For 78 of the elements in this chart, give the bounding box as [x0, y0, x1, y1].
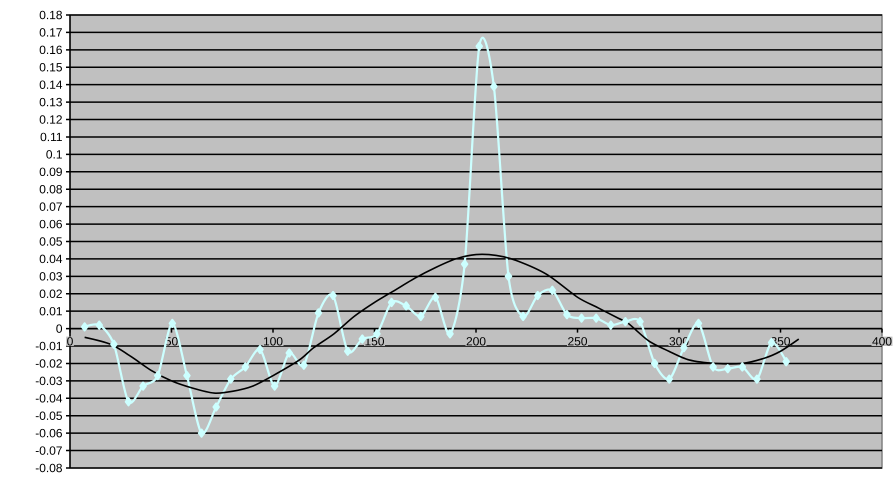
y-tick-label: 0.12	[40, 115, 62, 124]
x-tick-label: 200	[466, 337, 486, 346]
point	[154, 371, 162, 380]
x-tick-label: 400	[872, 337, 892, 346]
point	[694, 318, 702, 328]
y-tick-label: 0.05	[40, 237, 62, 246]
y-tick-label: 0.02	[40, 290, 62, 298]
point	[753, 374, 761, 384]
y-tick-label: -0.08	[36, 464, 62, 472]
point	[227, 374, 235, 384]
point	[212, 402, 220, 412]
point	[432, 292, 440, 302]
y-tick-label: 0.18	[40, 10, 62, 20]
point	[329, 290, 337, 300]
y-tick-label: 0.16	[40, 46, 62, 54]
point	[139, 381, 147, 391]
point	[490, 82, 498, 92]
point	[198, 428, 206, 438]
point	[636, 317, 644, 326]
y-tick-label: 0.11	[40, 132, 62, 142]
point	[650, 358, 658, 368]
point	[666, 374, 673, 384]
point	[314, 308, 322, 318]
x-tick-label: 0	[67, 337, 73, 346]
point	[124, 397, 132, 406]
y-tick-label: 0.08	[40, 184, 62, 194]
point	[738, 362, 746, 372]
y-tick-label: 0.1	[46, 150, 62, 159]
y-tick-label: 0.15	[40, 63, 62, 72]
point	[724, 364, 732, 374]
y-tick-label: 0.13	[40, 98, 62, 106]
y-tick-label: 0.17	[40, 28, 62, 37]
point	[286, 348, 293, 358]
point	[607, 320, 615, 330]
point	[519, 312, 527, 322]
point	[548, 286, 556, 295]
y-tick-label: 0.06	[40, 220, 62, 228]
point	[592, 314, 600, 323]
point	[504, 272, 512, 281]
point	[358, 334, 366, 344]
y-tick-label: 0.01	[40, 306, 62, 316]
y-tick-label: 0.09	[40, 168, 62, 176]
point	[563, 310, 571, 320]
point	[242, 362, 250, 372]
y-tick-label: -0.05	[36, 411, 62, 420]
point	[402, 301, 410, 311]
y-tick-label: 0.14	[40, 80, 62, 89]
point	[110, 340, 118, 349]
point	[183, 371, 191, 380]
point	[344, 346, 352, 356]
y-tick-label: 0	[56, 324, 62, 333]
y-tick-label: 0.07	[40, 202, 62, 211]
x-tick-label: 100	[264, 337, 283, 346]
point	[96, 320, 103, 330]
point	[80, 322, 88, 332]
point	[578, 314, 586, 323]
point	[168, 318, 176, 328]
point	[446, 329, 454, 338]
point	[270, 381, 278, 391]
y-tick-label: -0.02	[36, 359, 62, 368]
point	[782, 357, 790, 366]
y-tick-label: -0.04	[36, 394, 62, 403]
y-tick-label: 0.03	[40, 272, 62, 281]
point	[460, 260, 468, 269]
y-tick-label: -0.07	[36, 446, 62, 455]
y-tick-label: -0.01	[36, 342, 62, 350]
y-tick-label: 0.04	[40, 254, 62, 264]
point	[534, 290, 542, 300]
point	[417, 312, 425, 322]
point	[300, 360, 308, 370]
point	[709, 362, 717, 372]
x-tick-label: 250	[568, 337, 588, 346]
point	[476, 42, 483, 51]
y-tick-label: -0.03	[36, 376, 62, 386]
y-tick-label: -0.06	[36, 428, 62, 438]
point	[256, 344, 264, 354]
point	[622, 317, 630, 326]
point	[388, 298, 396, 308]
